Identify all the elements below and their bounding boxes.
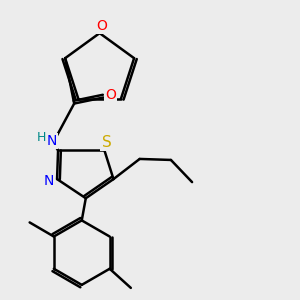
Text: O: O xyxy=(105,88,116,103)
Text: S: S xyxy=(102,135,111,150)
Text: O: O xyxy=(96,19,107,33)
Text: H: H xyxy=(36,131,46,144)
Text: N: N xyxy=(44,174,54,188)
Text: N: N xyxy=(46,134,57,148)
